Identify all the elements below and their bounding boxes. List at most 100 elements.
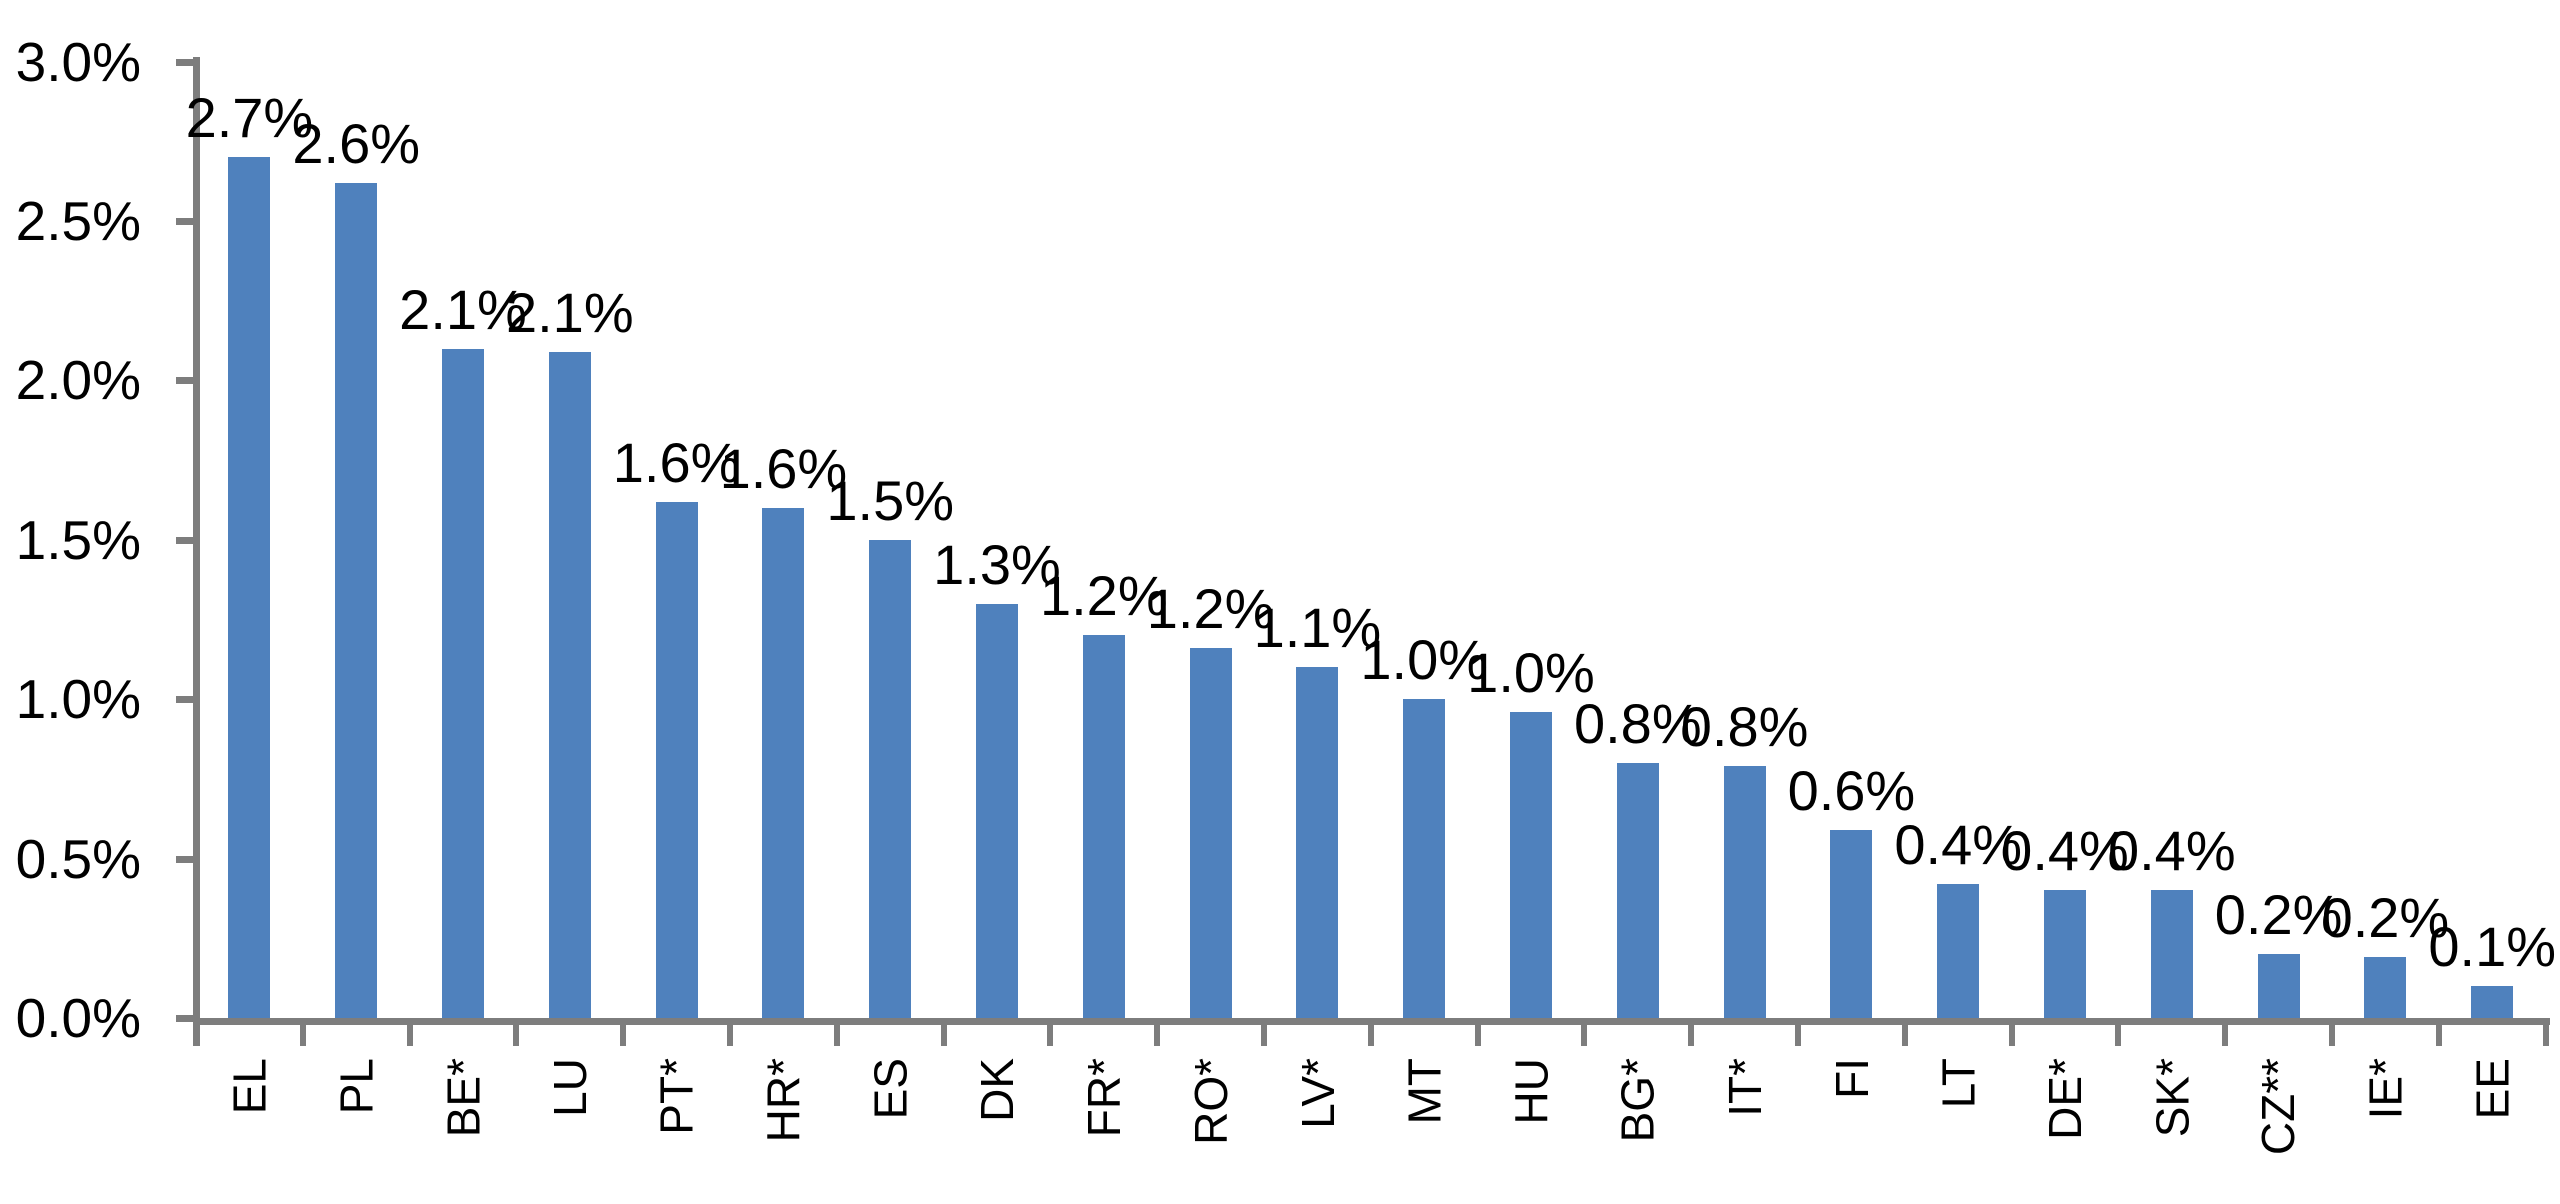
x-axis-category-label: EL (223, 1058, 276, 1115)
x-axis-tick (299, 1025, 306, 1046)
y-axis-tick-label: 2.0% (15, 349, 141, 412)
y-axis-line (193, 57, 200, 1046)
x-axis-line (193, 1018, 2550, 1025)
bar (335, 182, 378, 1018)
bar-value-label: 1.2% (1039, 564, 1168, 628)
y-axis-tick-label: 1.0% (15, 668, 141, 731)
bar-value-label: 1.5% (826, 468, 955, 532)
x-axis-tick (1367, 1025, 1374, 1046)
bar-value-label: 0.6% (1787, 758, 1916, 822)
bar (1510, 711, 1552, 1018)
bar (442, 348, 484, 1018)
y-axis-tick-label: 1.5% (15, 508, 141, 571)
bar-value-label: 1.2% (1146, 577, 1275, 641)
x-axis-category-label: HU (1505, 1058, 1557, 1125)
x-axis-tick (2435, 1025, 2442, 1046)
x-axis-category-label: LV* (1291, 1058, 1344, 1129)
x-axis-tick (833, 1025, 840, 1046)
bar-value-label: 0.4% (2001, 819, 2129, 883)
x-axis-tick (2115, 1025, 2122, 1046)
bar (869, 539, 912, 1018)
y-axis-tick-label: 3.0% (15, 30, 141, 93)
y-axis-tick-label: 0.5% (15, 827, 141, 890)
y-axis-tick (176, 218, 199, 225)
x-axis-category-label: LT (1932, 1058, 1985, 1109)
x-axis-category-label: IT* (1718, 1058, 1771, 1117)
x-axis-tick (1047, 1025, 1054, 1046)
bar (1616, 762, 1659, 1018)
x-axis-tick (406, 1025, 413, 1046)
bar (1189, 648, 1232, 1018)
x-axis-category-label: CZ** (2252, 1058, 2305, 1156)
bar-value-label: 2.1% (399, 277, 527, 341)
bar (1830, 829, 1873, 1018)
bar (1403, 699, 1446, 1018)
x-axis-category-label: IE* (2359, 1058, 2412, 1120)
bar-value-label: 0.4% (1894, 813, 2023, 877)
bar-value-label: 1.0% (1467, 640, 1595, 704)
bar (1296, 667, 1339, 1018)
x-axis-category-label: DK (971, 1058, 1023, 1122)
x-axis-category-label: RO* (1184, 1058, 1237, 1145)
bar-value-label: 0.2% (2321, 886, 2450, 950)
x-axis-tick (513, 1025, 520, 1046)
x-axis-category-label: PT* (650, 1058, 703, 1135)
x-axis-tick (1474, 1025, 1481, 1046)
bar-value-label: 1.0% (1360, 628, 1489, 692)
x-axis-category-label: LU (543, 1058, 596, 1117)
y-axis-tick (176, 58, 199, 66)
bar (2044, 890, 2086, 1018)
x-axis-category-label: ES (864, 1058, 917, 1120)
bar (2257, 954, 2300, 1018)
bar (976, 603, 1018, 1018)
bar (762, 507, 805, 1018)
bar (2150, 890, 2193, 1018)
bar-value-label: 0.4% (2107, 819, 2236, 883)
bar (2364, 957, 2407, 1018)
bar (548, 351, 591, 1018)
x-axis-tick (1154, 1025, 1161, 1046)
bar (2471, 986, 2514, 1018)
y-axis-tick-label: 0.0% (15, 987, 141, 1049)
bar (1723, 766, 1766, 1018)
x-axis-tick (2542, 1025, 2549, 1046)
bar-value-label: 1.6% (719, 436, 848, 500)
bar-value-label: 0.2% (2214, 883, 2343, 947)
x-axis-category-label: EE (2466, 1058, 2519, 1120)
bar-value-label: 0.8% (1573, 691, 1702, 755)
bar-value-label: 2.6% (292, 111, 421, 175)
y-axis-tick (176, 377, 199, 385)
x-axis-tick (940, 1025, 947, 1046)
y-axis-tick (176, 1015, 199, 1022)
bar (655, 501, 698, 1018)
x-axis-category-label: FI (1825, 1058, 1878, 1099)
x-axis-category-label: MT (1398, 1058, 1451, 1125)
x-axis-category-label: PL (330, 1058, 383, 1115)
x-axis-category-label: DE* (2039, 1058, 2091, 1140)
x-axis-tick (2008, 1025, 2015, 1046)
x-axis-tick (1261, 1025, 1267, 1046)
x-axis-category-label: FR* (1077, 1058, 1130, 1138)
x-axis-category-label: BE* (437, 1058, 489, 1138)
bar-value-label: 0.1% (2428, 915, 2557, 979)
y-axis-tick-label: 2.5% (15, 190, 141, 252)
x-axis-category-label: SK* (2145, 1058, 2198, 1138)
x-axis-category-label: HR* (757, 1058, 810, 1143)
y-axis-tick (176, 696, 199, 704)
x-axis-tick (727, 1025, 733, 1046)
x-axis-tick (1688, 1025, 1695, 1046)
x-axis-tick (2222, 1025, 2229, 1046)
x-axis-category-label: BG* (1611, 1058, 1664, 1143)
bar-value-label: 2.1% (505, 280, 634, 344)
y-axis-tick (176, 536, 199, 544)
bar (228, 157, 271, 1018)
x-axis-tick (1581, 1025, 1588, 1046)
bar (1082, 635, 1125, 1018)
bar-value-label: 1.1% (1253, 596, 1382, 660)
x-axis-tick (1795, 1025, 1801, 1046)
bar-value-label: 1.6% (612, 430, 741, 494)
bar (1937, 884, 1980, 1018)
x-axis-tick (620, 1025, 627, 1046)
x-axis-tick (2329, 1025, 2335, 1046)
